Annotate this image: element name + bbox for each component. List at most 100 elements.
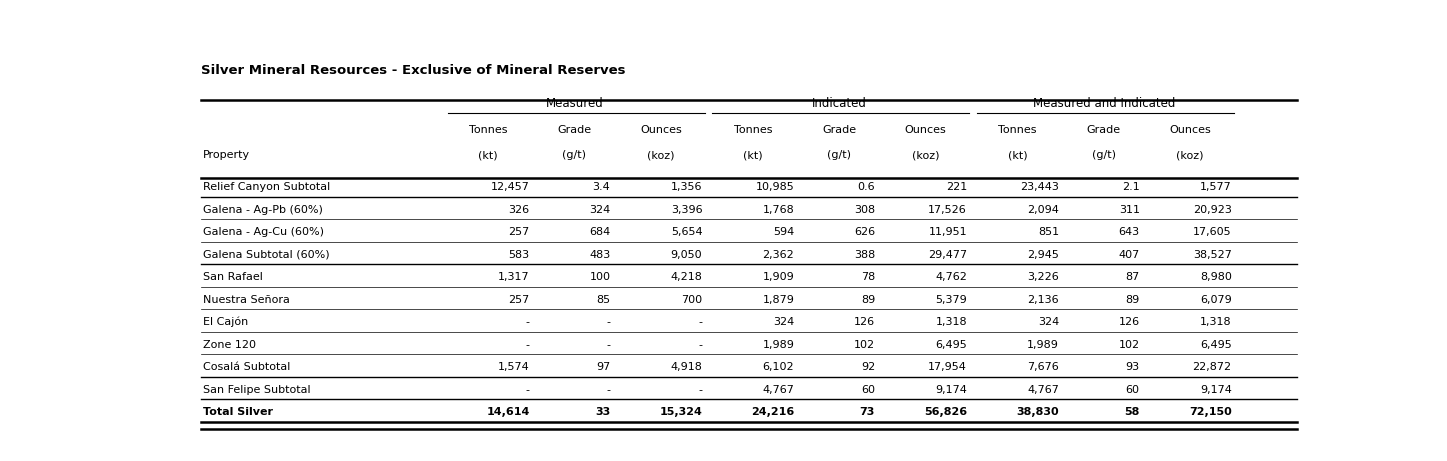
Text: 14,614: 14,614 — [486, 408, 530, 417]
Text: -: - — [525, 385, 530, 395]
Text: 1,989: 1,989 — [763, 340, 794, 350]
Text: -: - — [699, 317, 702, 327]
Text: (kt): (kt) — [1007, 150, 1027, 160]
Text: -: - — [525, 340, 530, 350]
Text: 9,174: 9,174 — [1200, 385, 1231, 395]
Text: 1,317: 1,317 — [498, 272, 530, 282]
Text: Tonnes: Tonnes — [469, 125, 508, 135]
Text: -: - — [699, 340, 702, 350]
Text: Galena Subtotal (60%): Galena Subtotal (60%) — [203, 249, 330, 260]
Text: 7,676: 7,676 — [1027, 362, 1059, 372]
Text: Ounces: Ounces — [640, 125, 682, 135]
Text: 1,574: 1,574 — [498, 362, 530, 372]
Text: 4,767: 4,767 — [1027, 385, 1059, 395]
Text: 324: 324 — [773, 317, 794, 327]
Text: Ounces: Ounces — [904, 125, 946, 135]
Text: 2,136: 2,136 — [1027, 295, 1059, 305]
Text: 17,526: 17,526 — [928, 205, 967, 214]
Text: 72,150: 72,150 — [1189, 408, 1231, 417]
Text: 126: 126 — [1119, 317, 1140, 327]
Text: -: - — [525, 317, 530, 327]
Text: 9,174: 9,174 — [935, 385, 967, 395]
Text: 1,879: 1,879 — [763, 295, 794, 305]
Text: Tonnes: Tonnes — [998, 125, 1036, 135]
Text: (g/t): (g/t) — [828, 150, 851, 160]
Text: 102: 102 — [1119, 340, 1140, 350]
Text: Nuestra Señora: Nuestra Señora — [203, 295, 291, 305]
Text: -: - — [606, 385, 611, 395]
Text: 9,050: 9,050 — [671, 249, 702, 260]
Text: 5,654: 5,654 — [671, 227, 702, 237]
Text: (g/t): (g/t) — [563, 150, 586, 160]
Text: 6,102: 6,102 — [763, 362, 794, 372]
Text: 8,980: 8,980 — [1200, 272, 1231, 282]
Text: 1,318: 1,318 — [935, 317, 967, 327]
Text: 1,577: 1,577 — [1200, 182, 1231, 192]
Text: 97: 97 — [596, 362, 611, 372]
Text: 407: 407 — [1119, 249, 1140, 260]
Text: 257: 257 — [508, 295, 530, 305]
Text: 257: 257 — [508, 227, 530, 237]
Text: El Cajón: El Cajón — [203, 317, 249, 327]
Text: 56,826: 56,826 — [923, 408, 967, 417]
Text: 1,909: 1,909 — [763, 272, 794, 282]
Text: 4,767: 4,767 — [763, 385, 794, 395]
Text: Galena - Ag-Cu (60%): Galena - Ag-Cu (60%) — [203, 227, 324, 237]
Text: 73: 73 — [860, 408, 875, 417]
Text: 126: 126 — [854, 317, 875, 327]
Text: 2,094: 2,094 — [1027, 205, 1059, 214]
Text: (kt): (kt) — [742, 150, 763, 160]
Text: 3,226: 3,226 — [1027, 272, 1059, 282]
Text: Grade: Grade — [1087, 125, 1121, 135]
Text: 85: 85 — [596, 295, 611, 305]
Text: 10,985: 10,985 — [755, 182, 794, 192]
Text: 311: 311 — [1119, 205, 1140, 214]
Text: 6,079: 6,079 — [1200, 295, 1231, 305]
Text: 221: 221 — [946, 182, 967, 192]
Text: 15,324: 15,324 — [660, 408, 702, 417]
Text: 2,945: 2,945 — [1027, 249, 1059, 260]
Text: Grade: Grade — [557, 125, 592, 135]
Text: 308: 308 — [854, 205, 875, 214]
Text: 102: 102 — [854, 340, 875, 350]
Text: 700: 700 — [682, 295, 702, 305]
Text: 5,379: 5,379 — [935, 295, 967, 305]
Text: Silver Mineral Resources - Exclusive of Mineral Reserves: Silver Mineral Resources - Exclusive of … — [201, 64, 625, 77]
Text: Relief Canyon Subtotal: Relief Canyon Subtotal — [203, 182, 330, 192]
Text: 851: 851 — [1037, 227, 1059, 237]
Text: 6,495: 6,495 — [1200, 340, 1231, 350]
Text: Tonnes: Tonnes — [734, 125, 773, 135]
Text: 483: 483 — [589, 249, 611, 260]
Text: 38,830: 38,830 — [1016, 408, 1059, 417]
Text: (g/t): (g/t) — [1092, 150, 1116, 160]
Text: Total Silver: Total Silver — [203, 408, 273, 417]
Text: -: - — [606, 340, 611, 350]
Text: Indicated: Indicated — [812, 97, 867, 110]
Text: 594: 594 — [773, 227, 794, 237]
Text: 1,318: 1,318 — [1200, 317, 1231, 327]
Text: 2,362: 2,362 — [763, 249, 794, 260]
Text: Measured and Indicated: Measured and Indicated — [1033, 97, 1175, 110]
Text: 1,768: 1,768 — [763, 205, 794, 214]
Text: 60: 60 — [861, 385, 875, 395]
Text: -: - — [606, 317, 611, 327]
Text: 24,216: 24,216 — [751, 408, 794, 417]
Text: 38,527: 38,527 — [1192, 249, 1231, 260]
Text: 684: 684 — [589, 227, 611, 237]
Text: (koz): (koz) — [912, 150, 939, 160]
Text: Zone 120: Zone 120 — [203, 340, 256, 350]
Text: 17,605: 17,605 — [1192, 227, 1231, 237]
Text: 87: 87 — [1126, 272, 1140, 282]
Text: 17,954: 17,954 — [928, 362, 967, 372]
Text: 60: 60 — [1126, 385, 1140, 395]
Text: 4,918: 4,918 — [670, 362, 702, 372]
Text: 89: 89 — [861, 295, 875, 305]
Text: 93: 93 — [1126, 362, 1140, 372]
Text: 324: 324 — [589, 205, 611, 214]
Text: 0.6: 0.6 — [858, 182, 875, 192]
Text: Galena - Ag-Pb (60%): Galena - Ag-Pb (60%) — [203, 205, 323, 214]
Text: -: - — [699, 385, 702, 395]
Text: 1,356: 1,356 — [671, 182, 702, 192]
Text: 89: 89 — [1126, 295, 1140, 305]
Text: Property: Property — [203, 150, 250, 160]
